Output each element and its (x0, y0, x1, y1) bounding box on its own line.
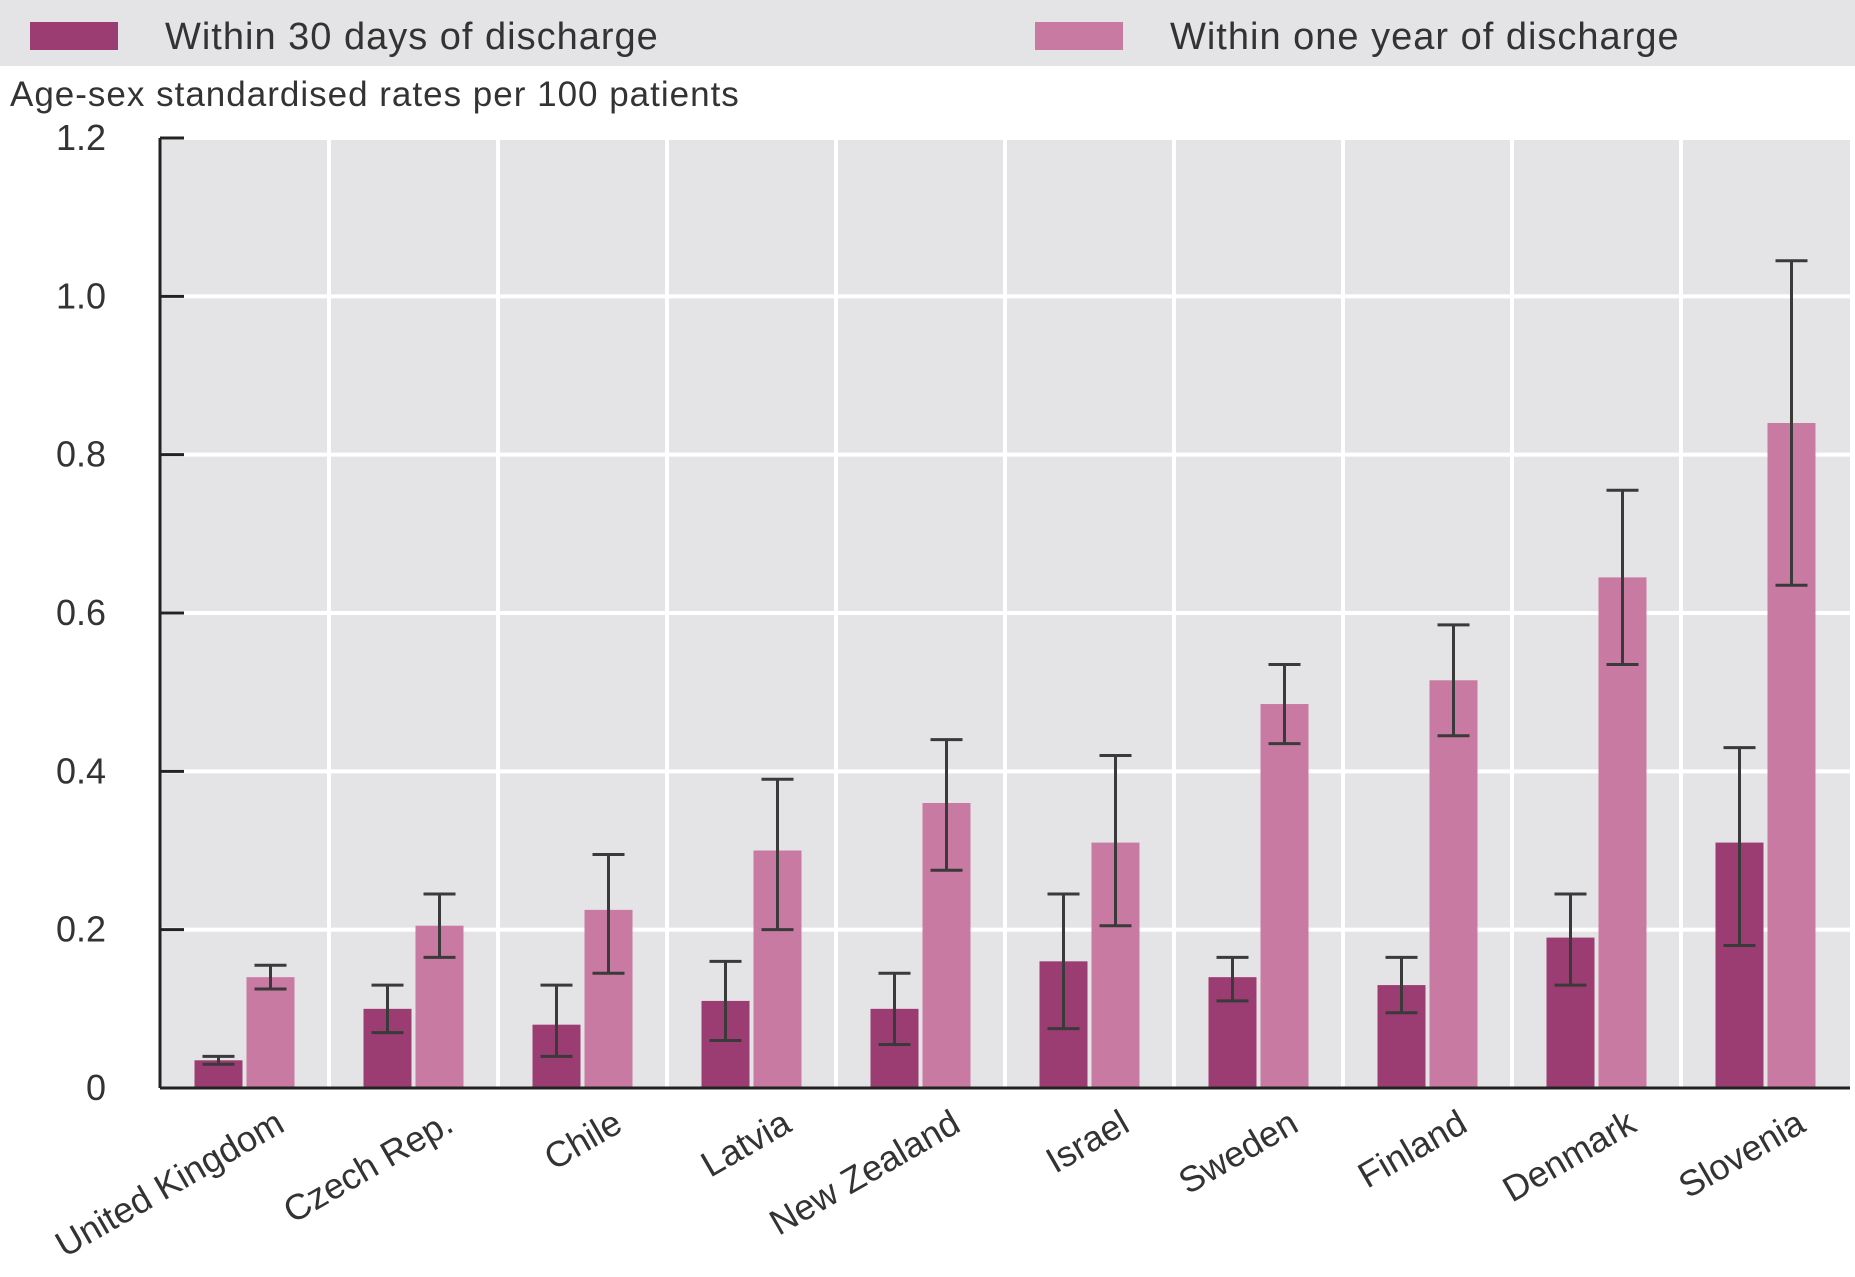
bars (194, 423, 1816, 1088)
x-tick-label: Czech Rep. (276, 1101, 459, 1231)
legend: Within 30 days of discharge Within one ye… (0, 0, 1855, 66)
y-axis-label: Age-sex standardised rates per 100 patie… (10, 75, 740, 114)
error-bar (1268, 662, 1301, 746)
error-bar (878, 971, 911, 1046)
y-tick-label: 1.0 (56, 275, 106, 316)
grid (160, 136, 1850, 1088)
error-bar (254, 963, 287, 991)
error-bar (1775, 259, 1808, 587)
error-bar (1554, 892, 1587, 987)
x-tick-label: Chile (537, 1101, 629, 1178)
error-bar (423, 892, 456, 959)
x-tick-label: Latvia (694, 1101, 799, 1185)
error-bar (202, 1054, 235, 1066)
error-bar (1385, 955, 1418, 1015)
x-tick-label: United Kingdom (48, 1101, 290, 1265)
y-tick-label: 0 (86, 1067, 106, 1108)
y-tick-label: 0.6 (56, 592, 106, 633)
error-bar (592, 852, 625, 975)
error-bar (1723, 746, 1756, 947)
error-bar (761, 777, 794, 932)
error-bar (371, 983, 404, 1035)
y-tick-label: 0.2 (56, 909, 106, 950)
error-bar (1047, 892, 1080, 1031)
legend-background (0, 0, 1855, 66)
error-bar (930, 738, 963, 872)
y-tick-label: 1.2 (56, 117, 106, 158)
x-tick-label: Israel (1039, 1101, 1136, 1181)
y-tick-label: 0.4 (56, 750, 106, 791)
bar (1260, 704, 1309, 1088)
error-bar (1437, 623, 1470, 738)
y-tick-label: 0.8 (56, 434, 106, 475)
bar (246, 977, 295, 1088)
error-bars (202, 259, 1808, 1066)
x-tick-label: Slovenia (1671, 1101, 1812, 1206)
legend-label: Within 30 days of discharge (165, 16, 659, 58)
legend-label: Within one year of discharge (1170, 16, 1680, 58)
error-bar (540, 983, 573, 1058)
error-bar (1099, 754, 1132, 928)
error-bar (709, 959, 742, 1042)
x-tick-label: New Zealand (762, 1101, 966, 1243)
error-bar (1216, 955, 1249, 1003)
x-tick-label: Finland (1351, 1101, 1474, 1196)
bar (1429, 680, 1478, 1088)
axes (158, 136, 1850, 1090)
x-tick-label: Sweden (1171, 1101, 1304, 1202)
legend-swatch (1035, 22, 1123, 50)
x-tick-label: Denmark (1496, 1101, 1644, 1210)
error-bar (1606, 488, 1639, 666)
legend-swatch (30, 22, 118, 50)
y-tick-labels: 0 0.2 0.4 0.6 0.8 1.0 1.2 (56, 117, 106, 1108)
